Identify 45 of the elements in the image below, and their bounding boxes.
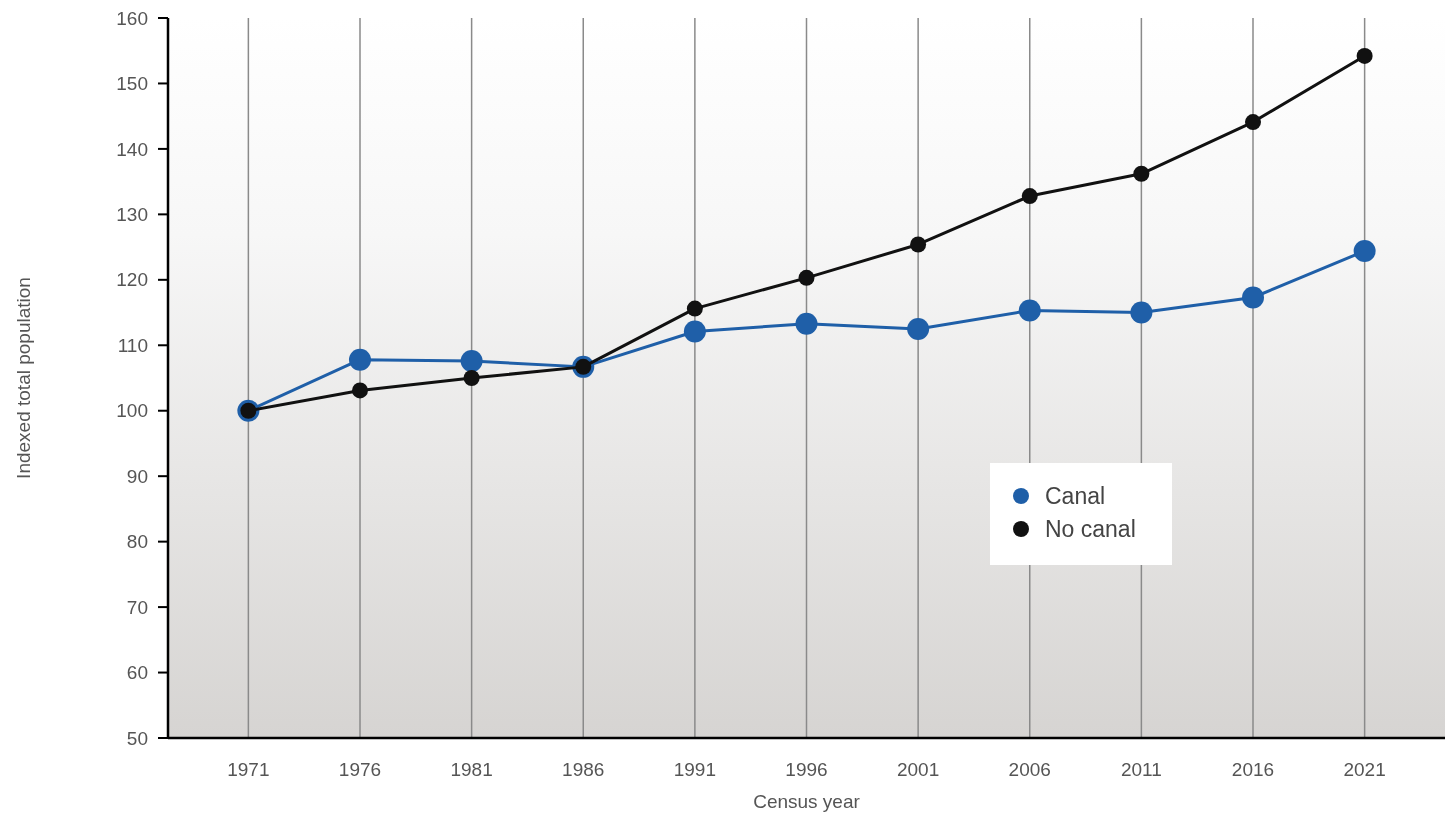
point	[1018, 299, 1041, 322]
point	[907, 317, 930, 340]
x-tick-label: 1981	[450, 759, 493, 780]
point	[1353, 240, 1376, 263]
y-tick-label: 70	[126, 596, 148, 618]
x-tick-label: 1986	[562, 759, 605, 780]
y-tick-label: 150	[116, 73, 148, 95]
point	[1242, 286, 1264, 309]
x-tick-label: 2016	[1231, 759, 1275, 780]
legend-label: No canal	[1045, 516, 1136, 543]
point	[798, 269, 815, 286]
x-tick-label: 1996	[785, 759, 828, 780]
x-tick-label: 2006	[1008, 759, 1051, 780]
point	[910, 236, 927, 253]
x-tick-label: 2021	[1343, 759, 1386, 780]
y-tick-label: 120	[116, 269, 148, 291]
point	[683, 320, 706, 343]
x-axis-title: Census year	[753, 791, 861, 812]
y-tick-label: 50	[126, 727, 148, 749]
x-tick-label: 2011	[1120, 759, 1162, 780]
point	[1245, 114, 1261, 131]
point	[463, 370, 480, 386]
y-tick-label: 110	[117, 334, 148, 356]
point	[795, 312, 818, 335]
x-tick-label: 1976	[338, 759, 382, 780]
y-tick-label: 160	[116, 7, 148, 29]
x-tick-label: 2001	[896, 759, 940, 780]
y-tick-label: 80	[126, 531, 148, 553]
x-tick-label: 1991	[673, 759, 717, 780]
legend-label: Canal	[1045, 483, 1106, 510]
point	[1021, 188, 1038, 205]
point	[1130, 301, 1153, 324]
y-tick-label: 60	[126, 662, 148, 684]
point	[352, 382, 368, 399]
y-tick-label: 90	[126, 465, 148, 487]
point	[686, 300, 703, 317]
point	[1133, 165, 1150, 182]
point	[349, 348, 371, 371]
y-tick-label: 130	[116, 204, 148, 226]
y-tick-label: 140	[116, 138, 148, 160]
x-tick-label: 1971	[227, 759, 270, 780]
point	[1356, 47, 1373, 64]
y-tick-label: 100	[116, 400, 148, 422]
point	[460, 349, 483, 372]
y-axis-title: Indexed total population	[13, 277, 34, 479]
